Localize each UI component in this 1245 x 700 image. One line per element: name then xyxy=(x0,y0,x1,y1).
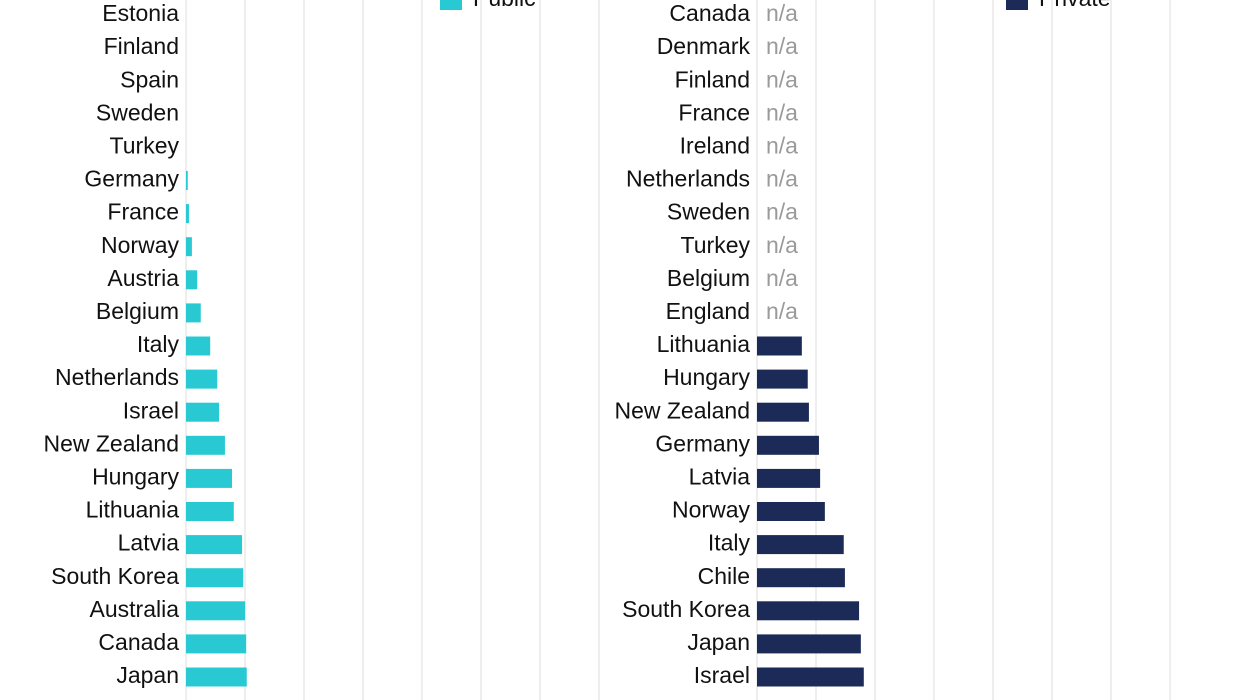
category-label: Belgium xyxy=(96,298,179,324)
category-label: France xyxy=(107,199,179,225)
category-label: Denmark xyxy=(657,33,751,59)
bar xyxy=(757,369,808,389)
bar xyxy=(757,468,821,488)
category-label: Latvia xyxy=(118,530,180,556)
bar xyxy=(186,303,201,323)
category-label: Israel xyxy=(694,662,750,688)
bar xyxy=(757,601,860,621)
category-label: Latvia xyxy=(689,463,751,489)
value-label: n/a xyxy=(766,0,798,26)
bar xyxy=(757,402,809,422)
category-label: Finland xyxy=(675,66,750,92)
value-label: n/a xyxy=(766,99,798,125)
bar xyxy=(186,402,220,422)
category-label: Finland xyxy=(104,33,179,59)
legend-label: Public xyxy=(473,0,536,11)
bar xyxy=(757,634,861,654)
category-label: Estonia xyxy=(102,0,179,26)
bar xyxy=(186,502,234,521)
legend-label: Private xyxy=(1039,0,1111,11)
bar xyxy=(757,435,819,455)
value-label: n/a xyxy=(766,199,798,225)
category-label: Germany xyxy=(84,166,179,192)
category-label: Italy xyxy=(708,530,751,556)
category-label: New Zealand xyxy=(614,397,750,423)
category-label: Chile xyxy=(698,563,750,589)
category-label: Canada xyxy=(98,629,179,655)
value-label: n/a xyxy=(766,132,798,158)
category-label: Israel xyxy=(123,397,179,423)
legend-swatch xyxy=(440,0,462,10)
bar xyxy=(186,336,211,356)
category-label: Norway xyxy=(101,232,179,258)
bar xyxy=(757,535,844,555)
value-label: n/a xyxy=(766,33,798,59)
bar xyxy=(757,336,802,356)
category-label: England xyxy=(666,298,750,324)
value-label: n/a xyxy=(766,298,798,324)
category-label: Turkey xyxy=(110,132,180,158)
category-label: Sweden xyxy=(96,99,179,125)
legend-swatch xyxy=(1006,0,1028,10)
category-label: Ireland xyxy=(680,132,750,158)
category-label: Italy xyxy=(137,331,180,357)
category-label: Turkey xyxy=(681,232,751,258)
category-label: New Zealand xyxy=(43,430,179,456)
bar xyxy=(186,204,189,224)
category-label: Lithuania xyxy=(86,497,180,523)
category-label: Sweden xyxy=(667,199,750,225)
bar xyxy=(186,237,192,257)
bar xyxy=(186,601,245,621)
bar xyxy=(186,568,244,588)
category-label: Hungary xyxy=(92,463,179,489)
bar xyxy=(186,435,225,455)
bar xyxy=(186,171,188,190)
bar xyxy=(186,369,218,389)
category-label: Hungary xyxy=(663,364,750,390)
value-label: n/a xyxy=(766,66,798,92)
value-label: n/a xyxy=(766,232,798,258)
category-label: Belgium xyxy=(667,265,750,291)
bar xyxy=(757,568,845,588)
category-label: Netherlands xyxy=(55,364,179,390)
category-label: Japan xyxy=(687,629,750,655)
bar xyxy=(186,270,198,290)
category-label: Austria xyxy=(107,265,179,291)
category-label: Canada xyxy=(669,0,750,26)
category-label: France xyxy=(678,99,750,125)
bar xyxy=(186,468,233,488)
category-label: Australia xyxy=(90,596,180,622)
category-label: South Korea xyxy=(622,596,750,622)
category-label: Japan xyxy=(116,662,179,688)
category-label: Norway xyxy=(672,497,750,523)
bar xyxy=(186,535,243,555)
value-label: n/a xyxy=(766,166,798,192)
bar xyxy=(757,667,864,687)
category-label: South Korea xyxy=(51,563,179,589)
category-label: Lithuania xyxy=(657,331,751,357)
bar xyxy=(186,634,247,654)
bar xyxy=(186,667,247,687)
category-label: Spain xyxy=(120,66,179,92)
value-label: n/a xyxy=(766,265,798,291)
category-label: Germany xyxy=(655,430,750,456)
bar xyxy=(757,502,825,521)
category-label: Netherlands xyxy=(626,166,750,192)
